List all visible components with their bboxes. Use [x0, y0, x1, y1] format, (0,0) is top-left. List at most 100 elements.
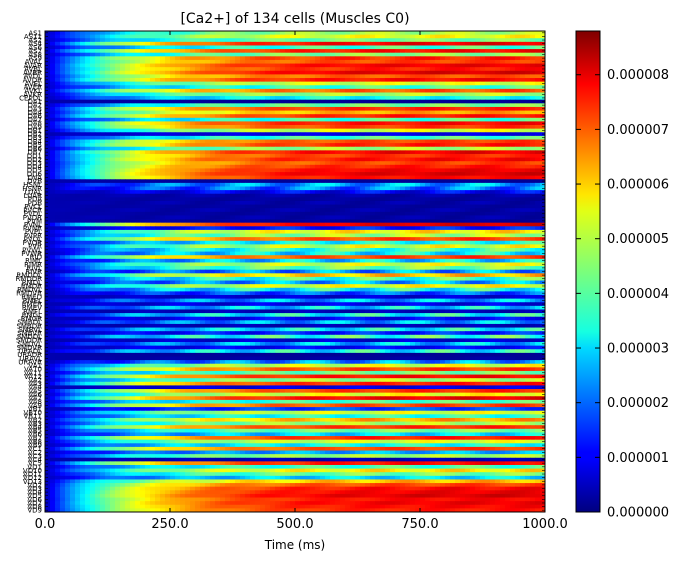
heatmap-cell: [350, 172, 356, 177]
heatmap-cell: [445, 190, 451, 195]
heatmap-cell: [180, 81, 186, 86]
heatmap-cell: [445, 96, 451, 101]
heatmap-cell: [335, 139, 341, 144]
heatmap-cell: [290, 31, 296, 36]
heatmap-cell: [255, 45, 261, 50]
heatmap-cell: [410, 110, 416, 115]
heatmap-cell: [525, 38, 531, 43]
heatmap-cell: [110, 78, 116, 83]
heatmap-cell: [425, 45, 431, 50]
heatmap-cell: [235, 31, 241, 36]
heatmap-cell: [125, 121, 131, 126]
heatmap-cell: [340, 153, 346, 158]
heatmap-cell: [370, 175, 376, 180]
heatmap-cell: [185, 175, 191, 180]
heatmap-cell: [60, 59, 66, 64]
heatmap-cell: [520, 153, 526, 158]
heatmap-cell: [95, 132, 101, 137]
heatmap-cell: [460, 182, 466, 187]
heatmap-cell: [55, 125, 61, 130]
heatmap-cell: [460, 110, 466, 115]
heatmap-cell: [380, 143, 386, 148]
heatmap-cell: [385, 197, 391, 202]
heatmap-cell: [310, 38, 316, 43]
heatmap-cell: [485, 63, 491, 68]
heatmap-cell: [85, 45, 91, 50]
heatmap-cell: [175, 161, 181, 166]
heatmap-cell: [330, 117, 336, 122]
heatmap-cell: [450, 157, 456, 162]
heatmap-cell: [535, 31, 541, 36]
heatmap-cell: [215, 182, 221, 187]
heatmap-cell: [260, 200, 266, 205]
heatmap-cell: [390, 106, 396, 111]
heatmap-cell: [270, 157, 276, 162]
heatmap-cell: [260, 186, 266, 191]
heatmap-cell: [190, 117, 196, 122]
heatmap-cell: [165, 63, 171, 68]
heatmap-cell: [470, 78, 476, 83]
heatmap-cell: [115, 197, 121, 202]
heatmap-cell: [190, 49, 196, 54]
heatmap-cell: [50, 143, 56, 148]
heatmap-cell: [205, 139, 211, 144]
heatmap-cell: [205, 38, 211, 43]
heatmap-cell: [500, 172, 506, 177]
heatmap-cell: [455, 96, 461, 101]
heatmap-cell: [325, 168, 331, 173]
heatmap-cell: [250, 106, 256, 111]
heatmap-cell: [435, 125, 441, 130]
heatmap-cell: [280, 190, 286, 195]
heatmap-cell: [275, 143, 281, 148]
heatmap-cell: [280, 114, 286, 119]
heatmap-cell: [465, 121, 471, 126]
heatmap-cell: [255, 161, 261, 166]
heatmap-cell: [210, 179, 216, 184]
heatmap-cell: [420, 179, 426, 184]
heatmap-cell: [260, 153, 266, 158]
heatmap-cell: [230, 34, 236, 39]
heatmap-cell: [180, 200, 186, 205]
heatmap-cell: [285, 135, 291, 140]
heatmap-cell: [175, 88, 181, 93]
heatmap-cell: [80, 175, 86, 180]
heatmap-cell: [250, 117, 256, 122]
heatmap-cell: [320, 110, 326, 115]
heatmap-cell: [475, 70, 481, 75]
heatmap-cell: [530, 45, 536, 50]
heatmap-cell: [50, 49, 56, 54]
heatmap-cell: [380, 103, 386, 108]
heatmap-cell: [320, 114, 326, 119]
heatmap-cell: [340, 161, 346, 166]
heatmap-cell: [435, 52, 441, 57]
heatmap-cell: [220, 70, 226, 75]
heatmap-cell: [525, 45, 531, 50]
heatmap-row: [45, 125, 546, 130]
heatmap-cell: [185, 200, 191, 205]
heatmap-cell: [385, 164, 391, 169]
heatmap-cell: [405, 74, 411, 79]
heatmap-cell: [510, 139, 516, 144]
heatmap-cell: [415, 168, 421, 173]
heatmap-cell: [100, 200, 106, 205]
heatmap-cell: [180, 41, 186, 46]
heatmap-cell: [165, 193, 171, 198]
heatmap-cell: [285, 56, 291, 61]
heatmap-cell: [460, 70, 466, 75]
heatmap-cell: [415, 172, 421, 177]
heatmap-cell: [225, 193, 231, 198]
heatmap-cell: [70, 204, 76, 209]
heatmap-cell: [515, 41, 521, 46]
heatmap-cell: [385, 106, 391, 111]
heatmap-cell: [200, 56, 206, 61]
heatmap-cell: [365, 67, 371, 72]
heatmap-cell: [350, 121, 356, 126]
heatmap-cell: [310, 157, 316, 162]
heatmap-cell: [75, 99, 81, 104]
heatmap-cell: [320, 63, 326, 68]
heatmap-cell: [365, 200, 371, 205]
heatmap-cell: [55, 85, 61, 90]
heatmap-cell: [405, 85, 411, 90]
heatmap-cell: [200, 172, 206, 177]
heatmap-cell: [50, 150, 56, 155]
